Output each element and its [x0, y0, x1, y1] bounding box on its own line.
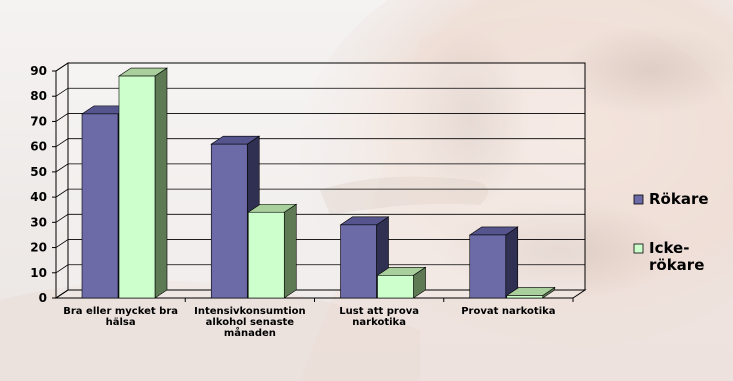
legend-item: Icke-rökare [634, 239, 704, 274]
bar-side [284, 204, 296, 298]
y-tick-label: 20 [30, 241, 47, 255]
x-category-label-line: hälsa [106, 317, 136, 328]
bar-front [119, 76, 155, 298]
y-tick-label: 90 [30, 64, 47, 78]
bar-front [82, 114, 118, 298]
y-tick-label: 30 [30, 215, 47, 229]
bar [248, 204, 296, 298]
x-category-label-line: Lust att prova [339, 306, 419, 317]
bar-front [341, 225, 377, 298]
legend-label: Rökare [649, 190, 709, 208]
y-tick-label: 60 [30, 140, 47, 154]
x-category-label: Provat narkotika [461, 306, 555, 317]
bar [378, 267, 426, 298]
x-category-label: Bra eller mycket bra hälsa [63, 306, 178, 328]
x-category-label: Intensivkonsumtion alkohol senaste månaden [194, 306, 305, 339]
bar-side [155, 68, 167, 298]
legend-label-line: Icke- [649, 239, 689, 257]
legend-item: Rökare [634, 190, 709, 208]
bar-front [507, 295, 543, 298]
y-tick-label: 40 [30, 190, 47, 204]
legend-label-line: rökare [649, 256, 704, 274]
y-tick-label: 0 [39, 291, 47, 305]
y-tick-label: 10 [30, 266, 47, 280]
bar-front [470, 235, 506, 298]
x-category-label-line: Bra eller mycket bra [63, 306, 178, 317]
bar-front [248, 212, 284, 298]
bar-side [506, 227, 518, 298]
x-category-label-line: månaden [224, 326, 276, 339]
legend-label: Icke-rökare [649, 239, 704, 274]
x-category-label-line: Intensivkonsumtion [194, 306, 305, 317]
y-tick-label: 50 [30, 165, 47, 179]
x-category-label-line: alkohol senaste [206, 317, 295, 328]
y-tick-label: 80 [30, 89, 47, 103]
bar-front [211, 144, 247, 298]
x-axis-categories: Bra eller mycket bra hälsa Intensivkonsumt… [63, 306, 555, 339]
y-tick-label: 70 [30, 114, 47, 128]
chart-legend: Rökare Icke-rökare [634, 190, 709, 274]
bar [119, 68, 167, 298]
x-category-label-line: Provat narkotika [461, 306, 555, 317]
y-axis-ticks: 0 10 20 30 40 50 60 70 80 90 [30, 64, 47, 305]
bar [470, 227, 518, 298]
legend-label-line: Rökare [649, 190, 709, 208]
x-category-label-line: narkotika [352, 317, 406, 328]
legend-swatch [634, 195, 643, 204]
side-wall [56, 63, 68, 298]
bar-front [378, 275, 414, 298]
x-category-label: Lust att prova narkotika [339, 306, 419, 328]
legend-swatch [634, 244, 643, 253]
